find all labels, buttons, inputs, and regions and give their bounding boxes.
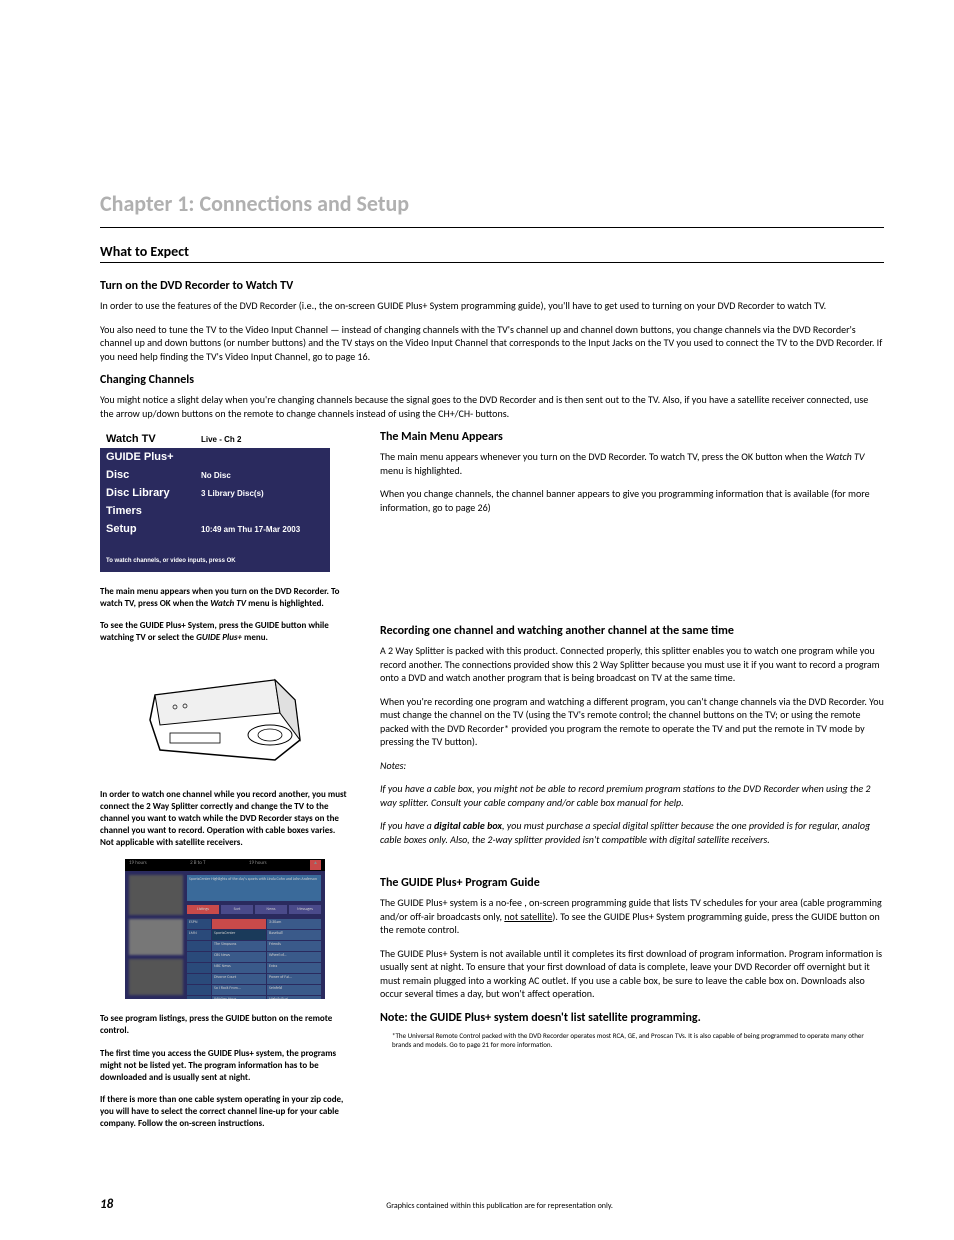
guideplus-screenshot: 19 hours 2 B to T 19 hours ▲ SportsCente… [125, 859, 325, 999]
note-paragraph: If you have a digital cable box, you mus… [380, 819, 884, 846]
body-paragraph: A 2 Way Splitter is packed with this pro… [380, 644, 884, 685]
rule [100, 227, 884, 228]
menu-item-watchtv: Watch TV Live - Ch 2 [100, 430, 330, 448]
note-paragraph: If you have a cable box, you might not b… [380, 782, 884, 809]
menu-item-disclibrary: Disc Library 3 Library Disc(s) [100, 484, 330, 502]
figure-caption: If there is more than one cable system o… [100, 1094, 350, 1130]
page-number: 18 [100, 1197, 113, 1212]
page-footer: 18 Graphics contained within this public… [100, 1197, 886, 1212]
menu-item-guideplus: GUIDE Plus+ [100, 448, 330, 466]
figure-caption: The first time you access the GUIDE Plus… [100, 1048, 350, 1084]
body-paragraph: You also need to tune the TV to the Vide… [100, 323, 884, 364]
figure-caption: To see the GUIDE Plus+ System, press the… [100, 620, 350, 644]
figure-caption: To see program listings, press the GUIDE… [100, 1013, 350, 1037]
section-title: What to Expect [100, 243, 884, 263]
body-paragraph: The GUIDE Plus+ system is a no-fee , on-… [380, 896, 884, 937]
notes-label: Notes: [380, 759, 884, 773]
menu-item-disc: Disc No Disc [100, 466, 330, 484]
menu-item-setup: Setup 10:49 am Thu 17-Mar 2003 [100, 520, 330, 538]
body-paragraph: The main menu appears whenever you turn … [380, 450, 884, 477]
body-paragraph: In order to use the features of the DVD … [100, 299, 884, 313]
subheading: Recording one channel and watching anoth… [380, 624, 884, 638]
menu-screenshot: Watch TV Live - Ch 2 GUIDE Plus+ Disc No… [100, 430, 330, 572]
figure-caption: The main menu appears when you turn on t… [100, 586, 350, 610]
body-paragraph: When you change channels, the channel ba… [380, 487, 884, 514]
menu-footer: To watch channels, or video inputs, pres… [100, 538, 330, 572]
body-paragraph: When you're recording one program and wa… [380, 695, 884, 749]
subsection-title: Turn on the DVD Recorder to Watch TV [100, 279, 884, 293]
figure-caption: In order to watch one channel while you … [100, 789, 350, 850]
subheading: The GUIDE Plus+ Program Guide [380, 876, 884, 890]
menu-item-timers: Timers [100, 502, 330, 520]
footnote: *The Universal Remote Control packed wit… [392, 1031, 884, 1049]
subheading: The Main Menu Appears [380, 430, 884, 444]
footer-text: Graphics contained within this publicati… [113, 1201, 886, 1211]
note-heading: Note: the GUIDE Plus+ system doesn't lis… [380, 1011, 884, 1025]
body-paragraph: You might notice a slight delay when you… [100, 393, 884, 420]
subsection-title: Changing Channels [100, 373, 884, 387]
device-illustration [125, 665, 325, 775]
body-paragraph: The GUIDE Plus+ System is not available … [380, 947, 884, 1001]
chapter-title: Chapter 1: Connections and Setup [100, 190, 884, 217]
